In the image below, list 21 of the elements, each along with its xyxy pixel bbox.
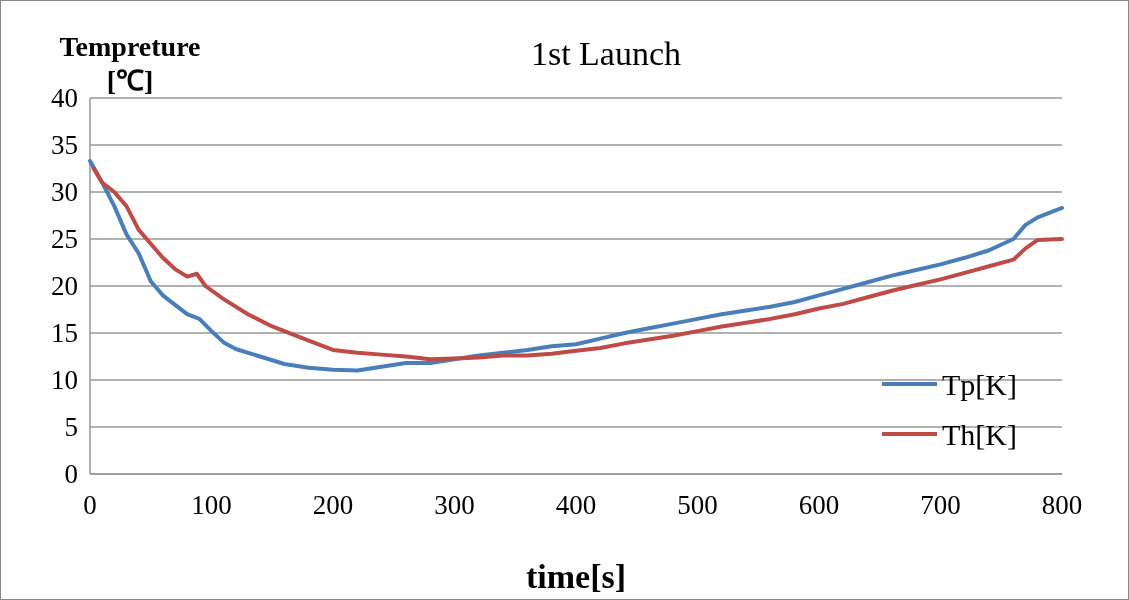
y-tick-label: 5 <box>64 412 78 443</box>
y-tick-label: 15 <box>51 318 78 349</box>
x-tick-label: 300 <box>434 490 475 520</box>
y-tick-label: 20 <box>51 271 78 302</box>
y-tick-label: 10 <box>51 365 78 396</box>
x-axis-title: time[s] <box>525 558 627 595</box>
x-tick-label: 400 <box>555 490 597 520</box>
x-tick-label: 0 <box>83 490 97 520</box>
x-tick-label: 500 <box>677 490 718 520</box>
x-tick-label: 800 <box>1041 490 1083 520</box>
x-tick-label: 600 <box>798 490 840 520</box>
y-tick-label: 35 <box>51 130 78 161</box>
x-tick-label: 100 <box>191 490 232 520</box>
legend-label: Th[K] <box>942 417 1017 451</box>
chart-title: 1st Launch <box>530 35 682 72</box>
y-tick-label: 0 <box>64 459 78 490</box>
y-tick-label: 30 <box>51 177 78 208</box>
x-tick-label: 700 <box>920 490 961 520</box>
legend-label: Tp[K] <box>942 367 1017 401</box>
y-tick-label: 25 <box>51 224 78 255</box>
x-tick-label: 200 <box>312 490 354 520</box>
